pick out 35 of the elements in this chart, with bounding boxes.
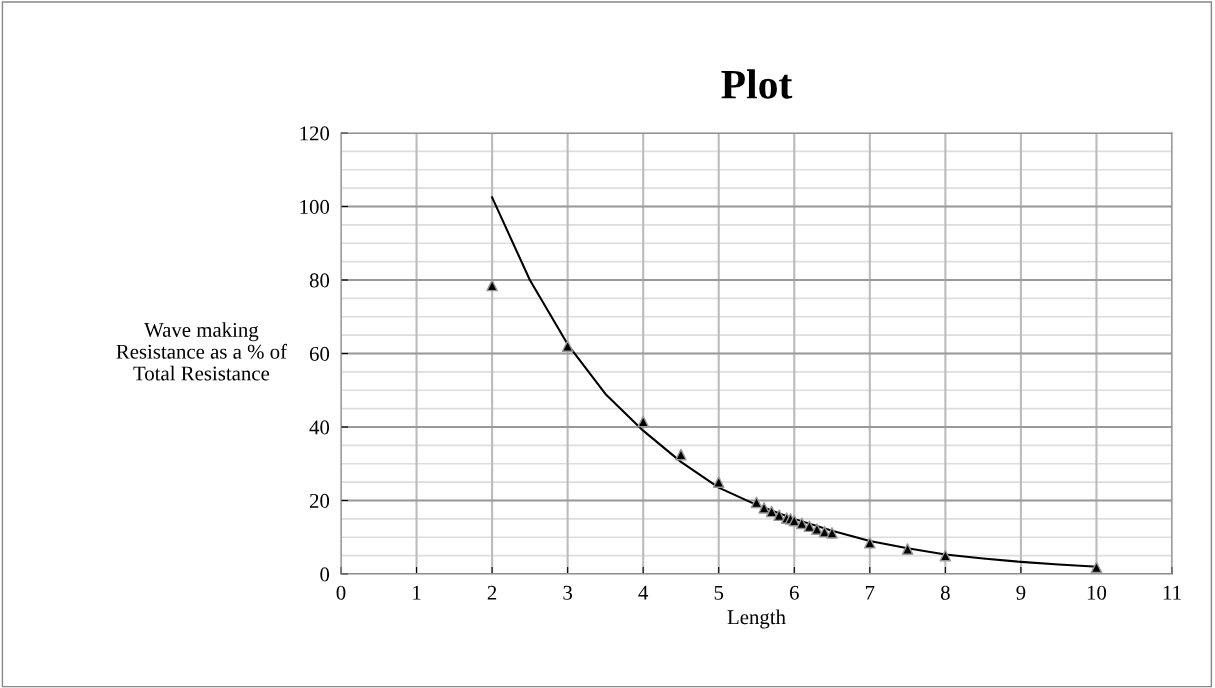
- x-axis-title: Length: [727, 609, 786, 629]
- x-tick-label: 10: [1087, 585, 1107, 600]
- x-tick-label: 2: [487, 585, 497, 600]
- point: [712, 476, 725, 488]
- point: [826, 526, 838, 539]
- point: [675, 448, 687, 461]
- x-tick-label: 9: [1016, 585, 1026, 600]
- x-tick-label: 4: [638, 585, 649, 600]
- point: [901, 543, 914, 555]
- point: [863, 536, 876, 549]
- y-tick-label: 40: [309, 420, 330, 435]
- x-tick-label: 5: [714, 585, 724, 600]
- x-tick-label: 7: [865, 585, 875, 600]
- x-tick-label: 1: [413, 585, 421, 600]
- chart-title: Plot: [721, 69, 793, 99]
- x-tick-label: 3: [563, 585, 573, 600]
- point: [637, 415, 650, 428]
- y-tick-label: 0: [320, 567, 330, 582]
- y-axis-title: Wave making Resistance as a % of Total Resistance: [116, 322, 288, 381]
- point: [939, 549, 952, 562]
- y-tick-label: 20: [309, 493, 330, 508]
- y-tick-label: 120: [300, 126, 330, 141]
- point: [561, 340, 574, 352]
- point: [1090, 561, 1103, 574]
- x-tick-label: 8: [940, 585, 950, 600]
- x-tick-label: 11: [1163, 585, 1181, 600]
- point: [758, 502, 770, 514]
- point: [811, 523, 823, 536]
- point: [750, 496, 763, 509]
- y-tick-label: 100: [300, 199, 330, 214]
- x-tick-label: 6: [789, 585, 799, 600]
- x-tick-label: 0: [336, 585, 346, 600]
- y-tick-label: 60: [309, 346, 330, 361]
- point: [795, 517, 808, 530]
- y-tick-label: 80: [309, 273, 330, 288]
